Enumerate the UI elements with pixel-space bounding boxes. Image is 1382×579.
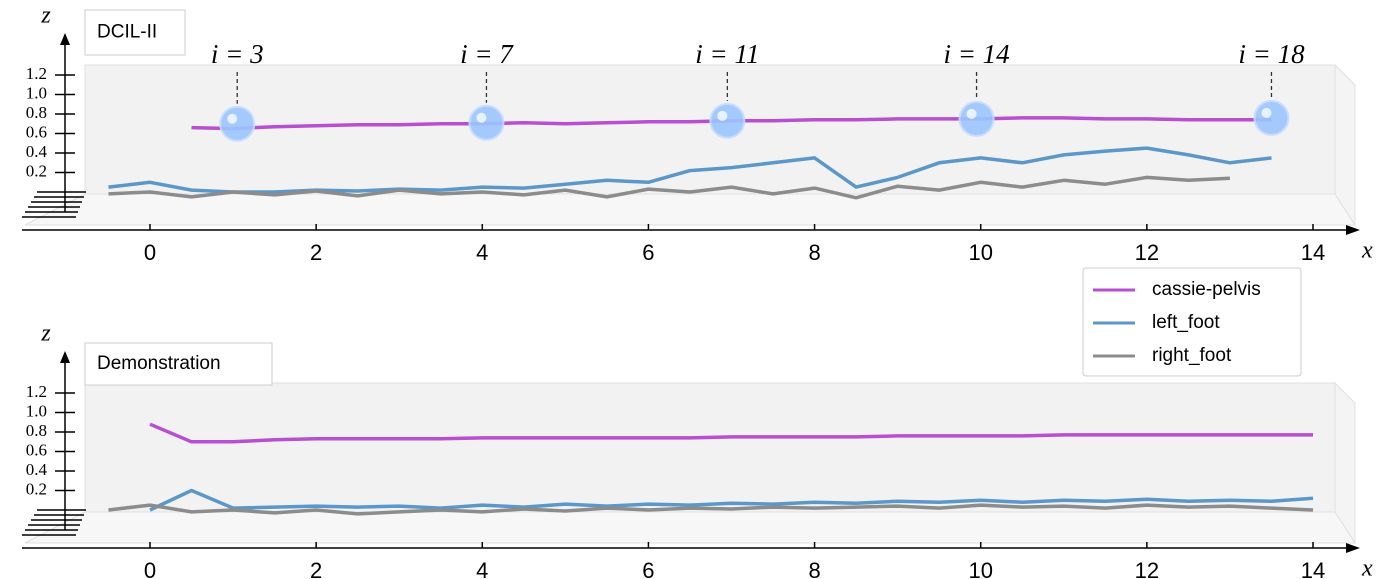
x-tick-label: 10 bbox=[968, 240, 992, 265]
goal-highlight bbox=[476, 113, 486, 123]
z-tick-label: 1.2 bbox=[26, 64, 47, 83]
goal-sphere bbox=[960, 102, 994, 136]
z-tick-label: 1.0 bbox=[26, 401, 47, 420]
x-arrow bbox=[1346, 543, 1360, 553]
z-tick-label: 0.6 bbox=[26, 440, 47, 459]
z-tick-label: 1.2 bbox=[26, 382, 47, 401]
goal-label: i = 7 bbox=[460, 39, 514, 69]
z-tick-label: 0.6 bbox=[26, 122, 47, 141]
legend-label: left_foot bbox=[1152, 312, 1220, 333]
back-plane bbox=[85, 383, 1335, 512]
chart-title: Demonstration bbox=[97, 353, 221, 374]
x-tick-label: 12 bbox=[1135, 558, 1159, 579]
goal-label: i = 18 bbox=[1238, 39, 1305, 69]
figure: z0.20.40.60.81.01.2x02468101214DCIL-IIi … bbox=[0, 0, 1382, 579]
z-arrow bbox=[60, 351, 70, 363]
chart-title: DCIL-II bbox=[97, 22, 157, 43]
x-axis-label: x bbox=[1361, 238, 1373, 264]
x-tick-label: 12 bbox=[1135, 240, 1159, 265]
z-tick-label: 1.0 bbox=[26, 83, 47, 102]
x-tick-label: 14 bbox=[1301, 240, 1325, 265]
z-axis-label: z bbox=[40, 3, 51, 29]
goal-highlight bbox=[1261, 108, 1271, 118]
legend: cassie-pelvis left_foot right_foot bbox=[1083, 268, 1301, 376]
x-tick-label: 6 bbox=[642, 558, 654, 579]
goal-highlight bbox=[717, 111, 727, 121]
x-tick-label: 8 bbox=[808, 240, 820, 265]
goal-label: i = 3 bbox=[211, 39, 264, 69]
z-tick-label: 0.2 bbox=[26, 161, 47, 180]
z-tick-label: 0.4 bbox=[26, 142, 48, 161]
x-tick-label: 4 bbox=[476, 240, 488, 265]
back-plane bbox=[85, 65, 1335, 194]
x-tick-label: 4 bbox=[476, 558, 488, 579]
z-tick-label: 0.8 bbox=[26, 421, 47, 440]
legend-label: cassie-pelvis bbox=[1152, 279, 1261, 300]
x-tick-label: 0 bbox=[144, 240, 156, 265]
z-tick-label: 0.4 bbox=[26, 460, 48, 479]
goal-label: i = 11 bbox=[695, 39, 759, 69]
x-tick-label: 6 bbox=[642, 240, 654, 265]
goal-highlight bbox=[227, 114, 237, 124]
x-arrow bbox=[1346, 225, 1360, 235]
z-arrow bbox=[60, 33, 70, 45]
x-tick-label: 8 bbox=[808, 558, 820, 579]
goal-highlight bbox=[967, 109, 977, 119]
goal-label: i = 14 bbox=[943, 39, 1009, 69]
z-tick-label: 0.2 bbox=[26, 479, 47, 498]
x-tick-label: 0 bbox=[144, 558, 156, 579]
legend-label: right_foot bbox=[1152, 345, 1232, 366]
z-axis-label: z bbox=[40, 321, 51, 347]
floor-plane bbox=[25, 512, 1355, 543]
goal-sphere bbox=[469, 106, 503, 140]
goal-sphere bbox=[220, 107, 254, 141]
z-tick-label: 0.8 bbox=[26, 103, 47, 122]
x-tick-label: 10 bbox=[968, 558, 992, 579]
goal-sphere bbox=[710, 104, 744, 138]
x-axis-label: x bbox=[1361, 556, 1373, 579]
x-tick-label: 2 bbox=[310, 558, 322, 579]
x-tick-label: 2 bbox=[310, 240, 322, 265]
goal-sphere bbox=[1254, 101, 1288, 135]
x-tick-label: 14 bbox=[1301, 558, 1325, 579]
floor-plane bbox=[25, 194, 1355, 225]
